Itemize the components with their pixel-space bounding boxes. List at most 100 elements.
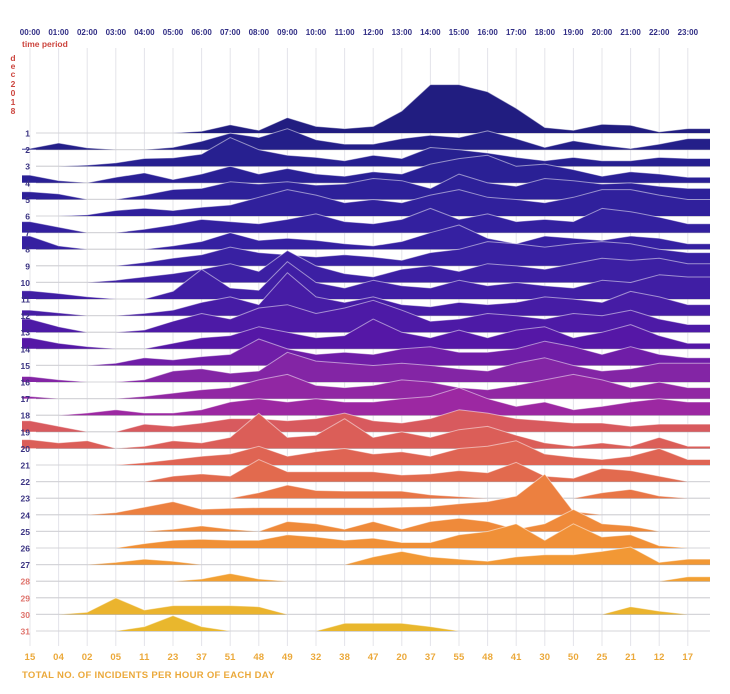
ridge-outline-day-3 — [22, 137, 710, 167]
total-hour-15: 55 — [454, 652, 465, 663]
ridge-outline-day-16 — [22, 351, 710, 383]
day-label-9: 9 — [25, 261, 30, 271]
hour-label-15:00: 15:00 — [449, 28, 470, 37]
hour-label-22:00: 22:00 — [649, 28, 670, 37]
ridge-outline-day-18 — [22, 387, 710, 416]
day-label-30: 30 — [21, 610, 31, 620]
ridge-outline-day-31 — [22, 615, 710, 632]
ridge-areas — [22, 84, 710, 632]
hour-label-19:00: 19:00 — [563, 28, 584, 37]
ridge-outline-day-23 — [22, 484, 710, 499]
ridge-day-20 — [22, 413, 710, 449]
total-hour-20: 25 — [597, 652, 608, 663]
day-label-25: 25 — [21, 527, 31, 537]
ridge-outline-day-12 — [22, 272, 710, 317]
ridge-day-24 — [22, 474, 710, 515]
total-hour-8: 48 — [253, 652, 264, 663]
ridge-outline-day-14 — [22, 318, 710, 350]
total-hour-0: 15 — [25, 652, 36, 663]
total-hour-10: 32 — [311, 652, 322, 663]
day-label-23: 23 — [21, 494, 31, 504]
hour-label-21:00: 21:00 — [620, 28, 641, 37]
hour-label-23:00: 23:00 — [678, 28, 699, 37]
ridge-day-16 — [22, 352, 710, 382]
day-label-20: 20 — [21, 444, 31, 454]
total-hour-22: 12 — [654, 652, 665, 663]
ridge-outline-day-27 — [22, 546, 710, 566]
day-label-6: 6 — [25, 212, 30, 222]
day-label-8: 8 — [25, 245, 30, 255]
ridge-outline-day-7 — [22, 207, 710, 234]
ridge-day-1 — [22, 84, 710, 133]
ridge-outline-day-20 — [22, 412, 710, 449]
ridge-outline-day-6 — [22, 189, 710, 217]
ridge-outline-day-13 — [22, 299, 710, 333]
year-digit-8: 8 — [11, 106, 16, 116]
hour-label-10:00: 10:00 — [306, 28, 327, 37]
ridge-day-30 — [22, 597, 710, 615]
day-label-1: 1 — [25, 129, 30, 139]
total-hour-16: 48 — [482, 652, 493, 663]
hour-label-17:00: 17:00 — [506, 28, 527, 37]
year-digit-1: 1 — [11, 97, 16, 107]
month-letter-e: e — [11, 61, 16, 71]
total-hour-14: 37 — [425, 652, 436, 663]
ridge-day-3 — [22, 137, 710, 167]
day-label-19: 19 — [21, 427, 31, 437]
ridge-day-2 — [22, 128, 710, 150]
ridge-outline-day-4 — [22, 154, 710, 184]
year-digit-0: 0 — [11, 88, 16, 98]
day-label-24: 24 — [21, 510, 31, 520]
total-hour-1: 04 — [53, 652, 64, 663]
day-label-16: 16 — [21, 378, 31, 388]
day-label-28: 28 — [21, 577, 31, 587]
ridge-day-14 — [22, 319, 710, 349]
hour-label-06:00: 06:00 — [191, 28, 212, 37]
day-label-26: 26 — [21, 544, 31, 554]
total-hour-17: 41 — [511, 652, 522, 663]
day-label-22: 22 — [21, 477, 31, 487]
total-hour-18: 30 — [539, 652, 550, 663]
year-digit-2: 2 — [11, 79, 16, 89]
ridge-outline-day-21 — [22, 440, 710, 466]
day-label-11: 11 — [21, 295, 30, 305]
hour-label-13:00: 13:00 — [392, 28, 413, 37]
ridge-day-27 — [22, 547, 710, 565]
ridge-outline-day-9 — [22, 241, 710, 267]
total-hour-21: 21 — [625, 652, 636, 663]
day-label-10: 10 — [21, 278, 31, 288]
ridge-day-25 — [22, 509, 710, 532]
chart-title: TOTAL NO. OF INCIDENTS PER HOUR OF EACH … — [22, 670, 275, 681]
total-hour-3: 05 — [110, 652, 121, 663]
ridge-day-6 — [22, 189, 710, 216]
month-letter-c: c — [11, 69, 16, 79]
total-hour-6: 37 — [196, 652, 207, 663]
ridge-outline-day-25 — [22, 508, 710, 532]
ridge-day-13 — [22, 300, 710, 333]
ridge-day-10 — [22, 250, 710, 283]
total-hour-23: 17 — [682, 652, 693, 663]
total-hour-13: 20 — [396, 652, 407, 663]
ridge-outline-day-30 — [22, 597, 710, 615]
day-label-14: 14 — [21, 344, 31, 354]
hour-label-18:00: 18:00 — [535, 28, 556, 37]
ridge-outline-day-24 — [22, 473, 710, 516]
time-period-axis-label: time period — [22, 39, 68, 49]
total-hour-12: 47 — [368, 652, 379, 663]
hour-label-04:00: 04:00 — [134, 28, 155, 37]
ridge-day-7 — [22, 208, 710, 233]
day-label-17: 17 — [21, 394, 31, 404]
ridge-day-28 — [22, 573, 710, 582]
day-label-2: 2 — [25, 145, 30, 155]
day-label-5: 5 — [25, 195, 30, 205]
day-label-27: 27 — [21, 560, 31, 570]
day-label-13: 13 — [21, 328, 31, 338]
hour-label-09:00: 09:00 — [277, 28, 298, 37]
total-hour-9: 49 — [282, 652, 293, 663]
ridge-outline-day-1 — [22, 84, 710, 134]
ridge-day-9 — [22, 241, 710, 266]
ridge-day-11 — [22, 261, 710, 299]
day-label-15: 15 — [21, 361, 31, 371]
total-hour-5: 23 — [168, 652, 179, 663]
